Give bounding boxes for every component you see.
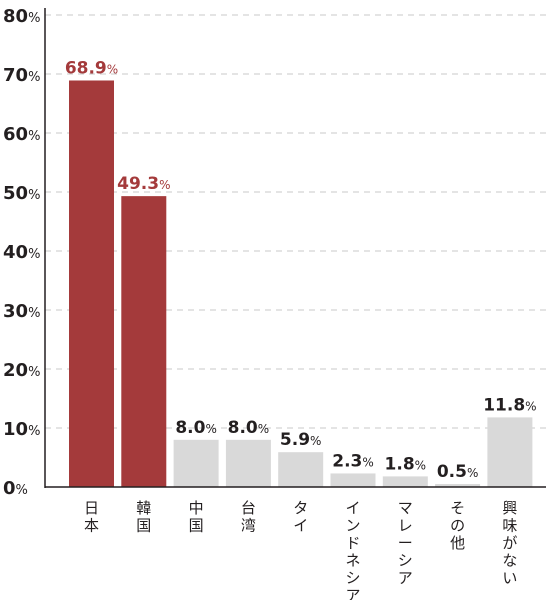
category-label: その他: [450, 499, 465, 552]
category-label: 日本: [84, 499, 99, 535]
y-tick-label: 20%: [3, 360, 40, 381]
y-tick-label: 80%: [3, 6, 40, 27]
category-label: マレーシア: [398, 499, 413, 587]
bar: [278, 452, 324, 487]
data-labels: 68.9% 49.3% 8.0% 8.0% 5.9% 2.3% 1.8% 0.5% 11.8%: [65, 58, 537, 482]
bar: [69, 80, 114, 488]
bar: [330, 473, 376, 487]
category-label: 中国: [189, 499, 204, 535]
value-label: 1.8%: [385, 454, 427, 474]
value-label: 68.9%: [65, 58, 118, 78]
gridlines: [45, 14, 546, 429]
bar: [225, 439, 271, 487]
y-tick-label: 40%: [3, 242, 40, 263]
value-label: 8.0%: [175, 418, 217, 438]
axes: [44, 8, 546, 488]
bar: [487, 417, 533, 487]
bar: [435, 484, 481, 487]
y-tick-label: 0%: [3, 478, 28, 499]
y-tick-label: 30%: [3, 301, 40, 322]
bar: [173, 439, 219, 487]
y-tick-labels: 0% 10% 20% 30% 40% 50% 60% 70% 80%: [3, 6, 40, 499]
category-label: 興味がない: [502, 499, 517, 587]
value-label: 11.8%: [483, 395, 536, 415]
value-label: 2.3%: [332, 451, 374, 471]
y-tick-label: 60%: [3, 124, 40, 145]
bars: [69, 80, 533, 488]
category-labels: 日本 韓国 中国 台湾 タイ インドネシア マレーシア その他 興味がない: [84, 499, 517, 600]
category-label: インドネシア: [345, 499, 360, 600]
category-label: 台湾: [241, 499, 256, 535]
y-tick-label: 50%: [3, 183, 40, 204]
category-label: タイ: [293, 499, 308, 535]
y-tick-label: 70%: [3, 65, 40, 86]
bar: [121, 196, 167, 487]
category-label: 韓国: [136, 499, 151, 535]
y-tick-label: 10%: [3, 419, 40, 440]
bar: [382, 476, 428, 487]
value-label: 8.0%: [228, 418, 270, 438]
value-label: 0.5%: [437, 462, 479, 482]
value-label: 5.9%: [280, 430, 322, 450]
value-label: 49.3%: [117, 174, 170, 194]
